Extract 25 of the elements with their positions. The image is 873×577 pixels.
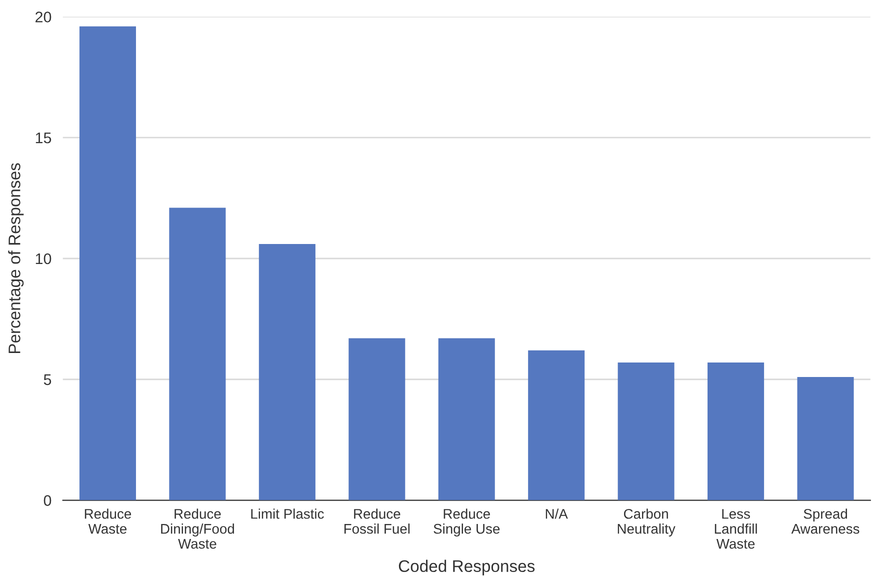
- x-tick-label: Limit Plastic: [251, 508, 324, 519]
- y-tick-label: 5: [44, 374, 52, 386]
- x-tick-label: Less Landfill Waste: [714, 509, 757, 549]
- bar: [708, 362, 764, 500]
- bar: [438, 338, 495, 500]
- x-tick-label: Reduce Single Use: [434, 508, 500, 536]
- x-tick-label: Reduce Fossil Fuel: [344, 508, 410, 534]
- bar: [169, 208, 226, 500]
- bar: [797, 376, 854, 500]
- bar: [618, 362, 674, 500]
- y-axis-title: Percentage of Responses: [8, 163, 24, 354]
- x-tick-label: N/A: [546, 508, 568, 519]
- y-tick-label: 10: [36, 253, 52, 264]
- bar: [348, 338, 406, 500]
- bar: [258, 244, 316, 500]
- y-tick-label: 15: [36, 132, 52, 144]
- bar: [79, 26, 136, 500]
- x-tick-label: Reduce Waste: [84, 508, 132, 534]
- y-tick-label: 0: [44, 495, 52, 506]
- x-tick-label: Carbon Neutrality: [618, 508, 676, 536]
- x-axis-title: Coded Responses: [398, 560, 535, 576]
- x-tick-label: Spread Awareness: [791, 508, 860, 534]
- bar: [528, 350, 585, 500]
- x-tick-label: Reduce Dining/Food Waste: [161, 508, 234, 549]
- y-tick-label: 20: [36, 12, 52, 22]
